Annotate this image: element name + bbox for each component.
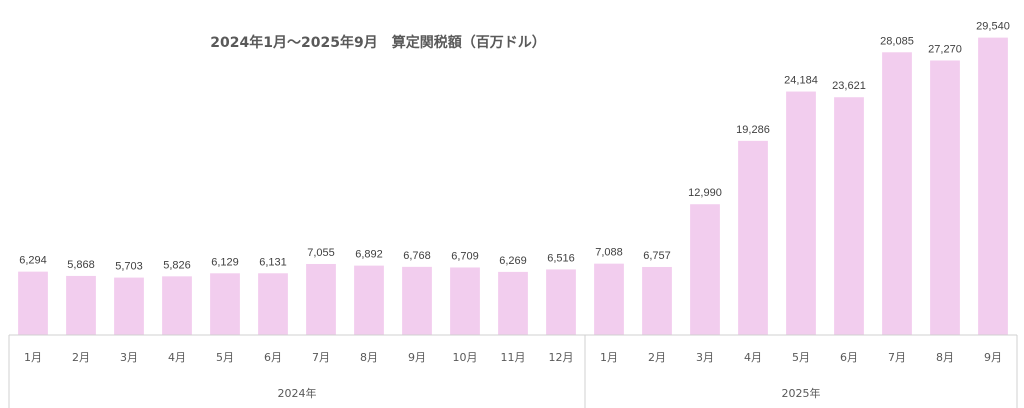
bar bbox=[450, 267, 480, 335]
data-label: 5,868 bbox=[67, 259, 95, 271]
bar bbox=[354, 265, 384, 335]
data-label: 6,768 bbox=[403, 250, 431, 262]
data-label: 6,129 bbox=[211, 256, 239, 268]
x-tick-label: 3月 bbox=[696, 351, 714, 364]
x-tick-label: 4月 bbox=[744, 351, 762, 364]
x-tick-label: 8月 bbox=[360, 351, 378, 364]
x-tick-label: 7月 bbox=[888, 351, 906, 364]
x-tick-label: 3月 bbox=[120, 351, 138, 364]
bar bbox=[738, 140, 768, 335]
x-tick-label: 6月 bbox=[840, 351, 858, 364]
bar bbox=[402, 266, 432, 335]
x-tick-label: 5月 bbox=[216, 351, 234, 364]
data-label: 29,540 bbox=[976, 21, 1010, 33]
bar bbox=[690, 204, 720, 335]
bar bbox=[882, 52, 912, 335]
bar bbox=[210, 273, 240, 335]
x-tick-label: 8月 bbox=[936, 351, 954, 364]
bar bbox=[498, 271, 528, 335]
x-group-label: 2024年 bbox=[278, 386, 317, 400]
x-tick-label: 2月 bbox=[72, 351, 90, 364]
x-tick-label: 2月 bbox=[648, 351, 666, 364]
data-label: 5,703 bbox=[115, 261, 143, 273]
bar bbox=[306, 263, 336, 335]
x-tick-label: 5月 bbox=[792, 351, 810, 364]
bar bbox=[258, 273, 288, 335]
data-label: 23,621 bbox=[832, 80, 866, 92]
bar bbox=[162, 276, 192, 335]
data-label: 6,269 bbox=[499, 255, 527, 267]
x-tick-label: 1月 bbox=[24, 351, 42, 364]
bar bbox=[978, 37, 1008, 335]
data-label: 28,085 bbox=[880, 35, 914, 47]
bar bbox=[594, 263, 624, 335]
data-label: 12,990 bbox=[688, 187, 722, 199]
bar bbox=[834, 97, 864, 335]
data-label: 6,294 bbox=[19, 255, 47, 267]
x-axis: 1月 2月 3月 4月 5月 6月 7月 8月 9月 10月 11月 12月 2024年 1月 2月 3月 4月… bbox=[8, 334, 1018, 408]
x-tick-label: 4月 bbox=[168, 351, 186, 364]
x-tick-label: 12月 bbox=[549, 351, 574, 364]
data-label: 6,709 bbox=[451, 250, 479, 262]
bar bbox=[546, 269, 576, 335]
x-tick-label: 10月 bbox=[453, 351, 478, 364]
x-tick-label: 7月 bbox=[312, 351, 330, 364]
data-label: 27,270 bbox=[928, 43, 962, 55]
chart-title: 2024年1月～2025年9月 算定関税額（百万ドル） bbox=[210, 34, 545, 51]
data-label: 5,826 bbox=[163, 259, 191, 271]
x-tick-label: 9月 bbox=[408, 351, 426, 364]
data-label: 24,184 bbox=[784, 75, 818, 87]
bar bbox=[114, 277, 144, 335]
data-label: 6,892 bbox=[355, 249, 383, 261]
bar bbox=[66, 275, 96, 335]
bar bbox=[642, 266, 672, 335]
data-label: 7,055 bbox=[307, 247, 335, 259]
x-tick-label: 9月 bbox=[984, 351, 1002, 364]
x-tick-label: 1月 bbox=[600, 351, 618, 364]
x-group-label: 2025年 bbox=[782, 386, 821, 400]
data-label: 7,088 bbox=[595, 247, 623, 259]
bar bbox=[786, 91, 816, 335]
data-label: 6,131 bbox=[259, 256, 287, 268]
x-tick-label: 6月 bbox=[264, 351, 282, 364]
data-label: 19,286 bbox=[736, 124, 770, 136]
data-label: 6,516 bbox=[547, 252, 575, 264]
data-label: 6,757 bbox=[643, 250, 671, 262]
bars bbox=[18, 37, 1008, 335]
bar bbox=[18, 271, 48, 335]
bar bbox=[930, 60, 960, 335]
data-labels: 6,294 5,868 5,703 5,826 6,129 6,131 7,055 6,892… bbox=[19, 21, 1010, 273]
x-tick-label: 11月 bbox=[501, 351, 526, 364]
